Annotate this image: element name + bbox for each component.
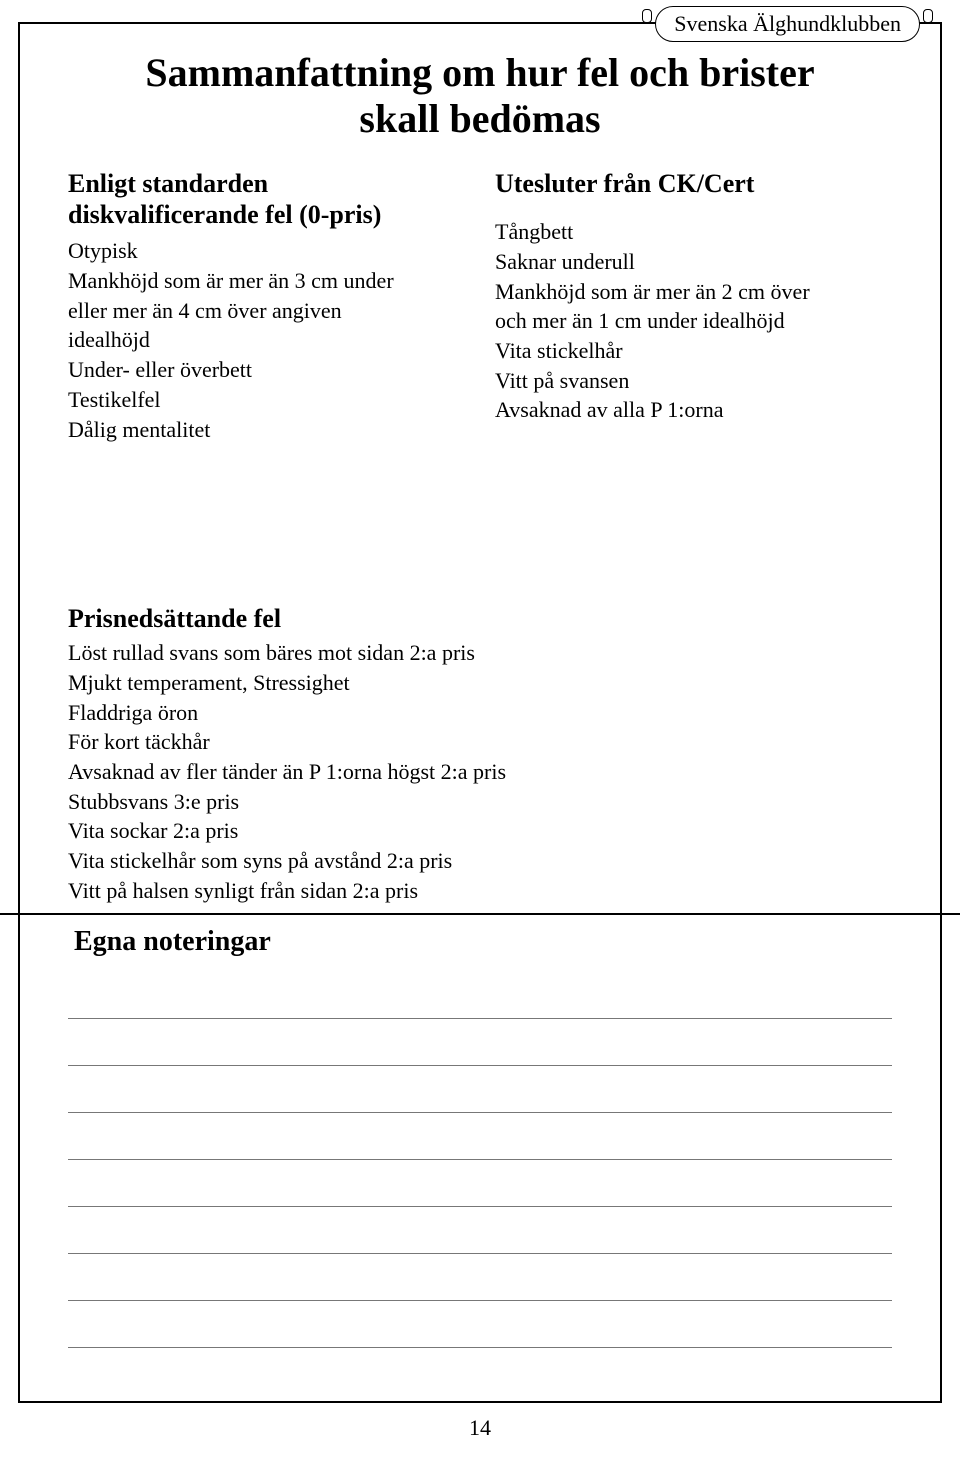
note-line[interactable]: [68, 1066, 892, 1113]
list-item: Otypisk: [68, 236, 465, 266]
note-lines-container: [68, 972, 892, 1348]
page-number: 14: [0, 1415, 960, 1441]
list-item: Saknar underull: [495, 247, 892, 277]
note-line[interactable]: [68, 1113, 892, 1160]
left-list: OtypiskMankhöjd som är mer än 3 cm under…: [68, 236, 465, 444]
list-item: Vitt på svansen: [495, 366, 892, 396]
list-item: Avsaknad av fler tänder än P 1:orna högs…: [68, 757, 892, 787]
header-tab: Svenska Älghundklubben: [655, 6, 920, 42]
list-item: Under- eller överbett: [68, 355, 465, 385]
list-item: Mjukt temperament, Stressighet: [68, 668, 892, 698]
list-item: För kort täckhår: [68, 727, 892, 757]
notes-section: Egna noteringar: [18, 926, 942, 1348]
left-heading: Enligt standarden diskvalificerande fel …: [68, 168, 465, 230]
list-item: Löst rullad svans som bäres mot sidan 2:…: [68, 638, 892, 668]
note-line[interactable]: [68, 1301, 892, 1348]
note-line[interactable]: [68, 1019, 892, 1066]
list-item: Vita stickelhår: [495, 336, 892, 366]
header-tab-label: Svenska Älghundklubben: [674, 11, 901, 36]
list-item: Vita stickelhår som syns på avstånd 2:a …: [68, 846, 892, 876]
two-column-section: Enligt standarden diskvalificerande fel …: [68, 168, 892, 444]
main-content: Sammanfattning om hur fel och brister sk…: [18, 30, 942, 905]
note-line[interactable]: [68, 972, 892, 1019]
tab-notch-right: [923, 9, 933, 23]
right-list: TångbettSaknar underullMankhöjd som är m…: [495, 217, 892, 425]
list-item: eller mer än 4 cm över angiven: [68, 296, 465, 326]
list-item: Tångbett: [495, 217, 892, 247]
left-column: Enligt standarden diskvalificerande fel …: [68, 168, 465, 444]
list-item: idealhöjd: [68, 325, 465, 355]
spacer: [495, 199, 892, 211]
list-item: Stubbsvans 3:e pris: [68, 787, 892, 817]
section2-list: Löst rullad svans som bäres mot sidan 2:…: [68, 638, 892, 905]
list-item: Vitt på halsen synligt från sidan 2:a pr…: [68, 876, 892, 906]
list-item: Dålig mentalitet: [68, 415, 465, 445]
title-line2: skall bedömas: [68, 96, 892, 142]
list-item: och mer än 1 cm under idealhöjd: [495, 306, 892, 336]
right-heading-line1: Utesluter från CK/Cert: [495, 168, 892, 199]
list-item: Testikelfel: [68, 385, 465, 415]
horizontal-divider: [0, 913, 960, 915]
tab-notch-left: [642, 9, 652, 23]
section2-heading: Prisnedsättande fel: [68, 604, 892, 634]
right-heading: Utesluter från CK/Cert: [495, 168, 892, 211]
note-line[interactable]: [68, 1207, 892, 1254]
left-heading-line1: Enligt standarden: [68, 168, 465, 199]
note-line[interactable]: [68, 1254, 892, 1301]
list-item: Mankhöjd som är mer än 2 cm över: [495, 277, 892, 307]
list-item: Fladdriga öron: [68, 698, 892, 728]
section-prisnedsattande: Prisnedsättande fel Löst rullad svans so…: [68, 604, 892, 905]
list-item: Avsaknad av alla P 1:orna: [495, 395, 892, 425]
page-title: Sammanfattning om hur fel och brister sk…: [68, 50, 892, 142]
note-line[interactable]: [68, 1160, 892, 1207]
title-line1: Sammanfattning om hur fel och brister: [68, 50, 892, 96]
list-item: Vita sockar 2:a pris: [68, 816, 892, 846]
list-item: Mankhöjd som är mer än 3 cm under: [68, 266, 465, 296]
right-column: Utesluter från CK/Cert TångbettSaknar un…: [495, 168, 892, 444]
left-heading-line2: diskvalificerande fel (0-pris): [68, 199, 465, 230]
notes-heading: Egna noteringar: [68, 926, 892, 958]
